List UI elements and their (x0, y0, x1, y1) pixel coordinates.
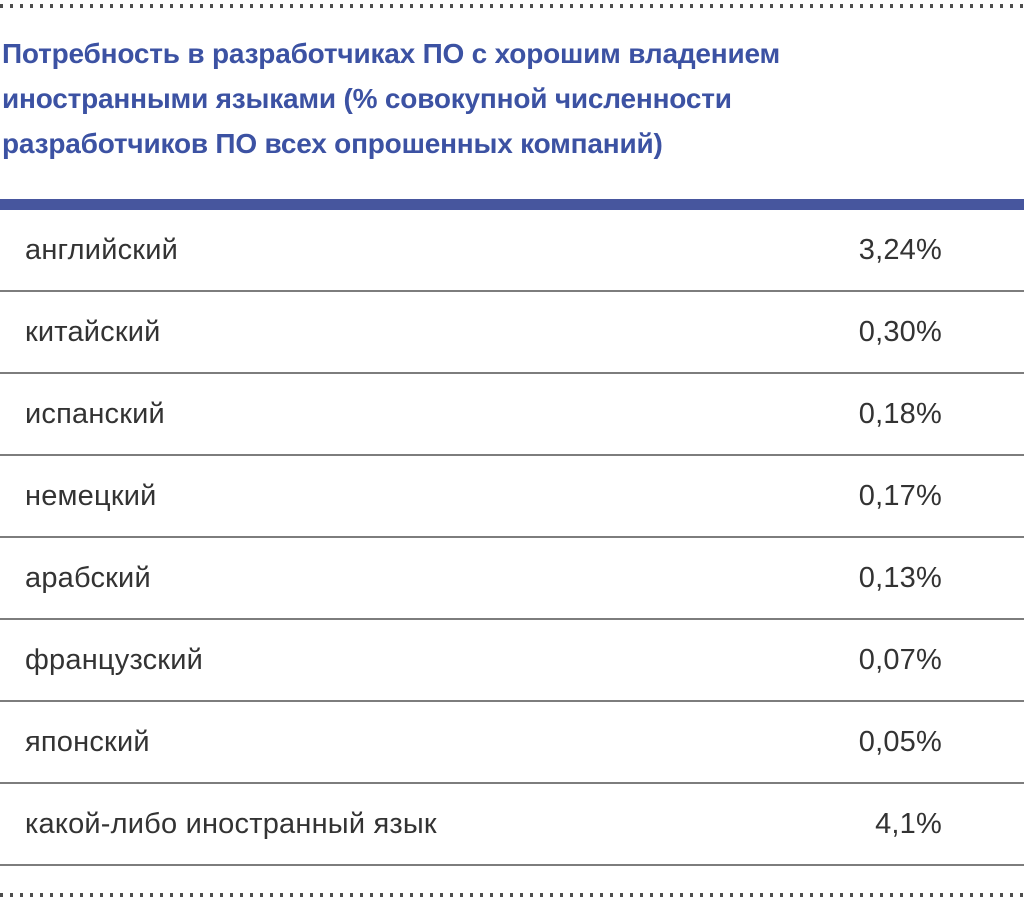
table-top-accent-bar (0, 199, 1024, 210)
percentage-value: 0,05% (858, 725, 942, 758)
table-row: английский 3,24% (0, 210, 1024, 292)
title-line-3: разработчиков ПО всех опрошенных компани… (2, 128, 663, 159)
percentage-value: 0,30% (858, 315, 942, 348)
language-label: английский (25, 233, 178, 266)
dotted-border-bottom (0, 893, 1024, 897)
percentage-value: 0,17% (858, 479, 942, 512)
percentage-value: 0,18% (858, 397, 942, 430)
language-label: испанский (25, 397, 165, 430)
language-label: японский (25, 725, 150, 758)
percentage-value: 0,13% (858, 561, 942, 594)
language-label: китайский (25, 315, 161, 348)
percentage-value: 4,1% (875, 807, 942, 840)
table-row: японский 0,05% (0, 702, 1024, 784)
language-label: какой-либо иностранный язык (25, 807, 437, 840)
language-demand-table: английский 3,24% китайский 0,30% испанский 0,… (0, 210, 1024, 866)
title-line-2: иностранными языками (% совокупной числе… (2, 83, 732, 114)
table-row: китайский 0,30% (0, 292, 1024, 374)
title-line-1: Потребность в разработчиках ПО с хорошим… (2, 38, 781, 69)
table-row: французский 0,07% (0, 620, 1024, 702)
language-label: арабский (25, 561, 151, 594)
percentage-value: 0,07% (858, 643, 942, 676)
language-label: немецкий (25, 479, 157, 512)
language-label: французский (25, 643, 203, 676)
table-row: какой-либо иностранный язык 4,1% (0, 784, 1024, 866)
table-row: испанский 0,18% (0, 374, 1024, 456)
dotted-border-top (0, 4, 1024, 8)
table-row: арабский 0,13% (0, 538, 1024, 620)
table-row: немецкий 0,17% (0, 456, 1024, 538)
percentage-value: 3,24% (858, 233, 942, 266)
page-title: Потребность в разработчиках ПО с хорошим… (2, 31, 780, 166)
